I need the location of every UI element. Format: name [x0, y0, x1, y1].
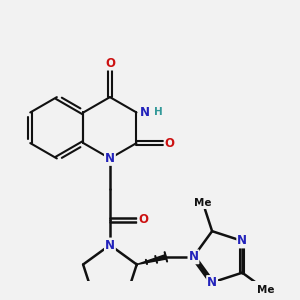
Text: O: O [165, 136, 175, 150]
Text: O: O [138, 213, 148, 226]
Text: Me: Me [257, 285, 275, 295]
Text: N: N [105, 238, 115, 251]
Text: N: N [237, 235, 247, 248]
Text: H: H [154, 107, 163, 118]
Text: O: O [105, 57, 115, 70]
Text: N: N [188, 250, 199, 263]
Text: N: N [140, 106, 149, 119]
Text: N: N [207, 276, 217, 289]
Text: Me: Me [194, 198, 212, 208]
Polygon shape [137, 255, 167, 265]
Text: N: N [105, 152, 115, 165]
